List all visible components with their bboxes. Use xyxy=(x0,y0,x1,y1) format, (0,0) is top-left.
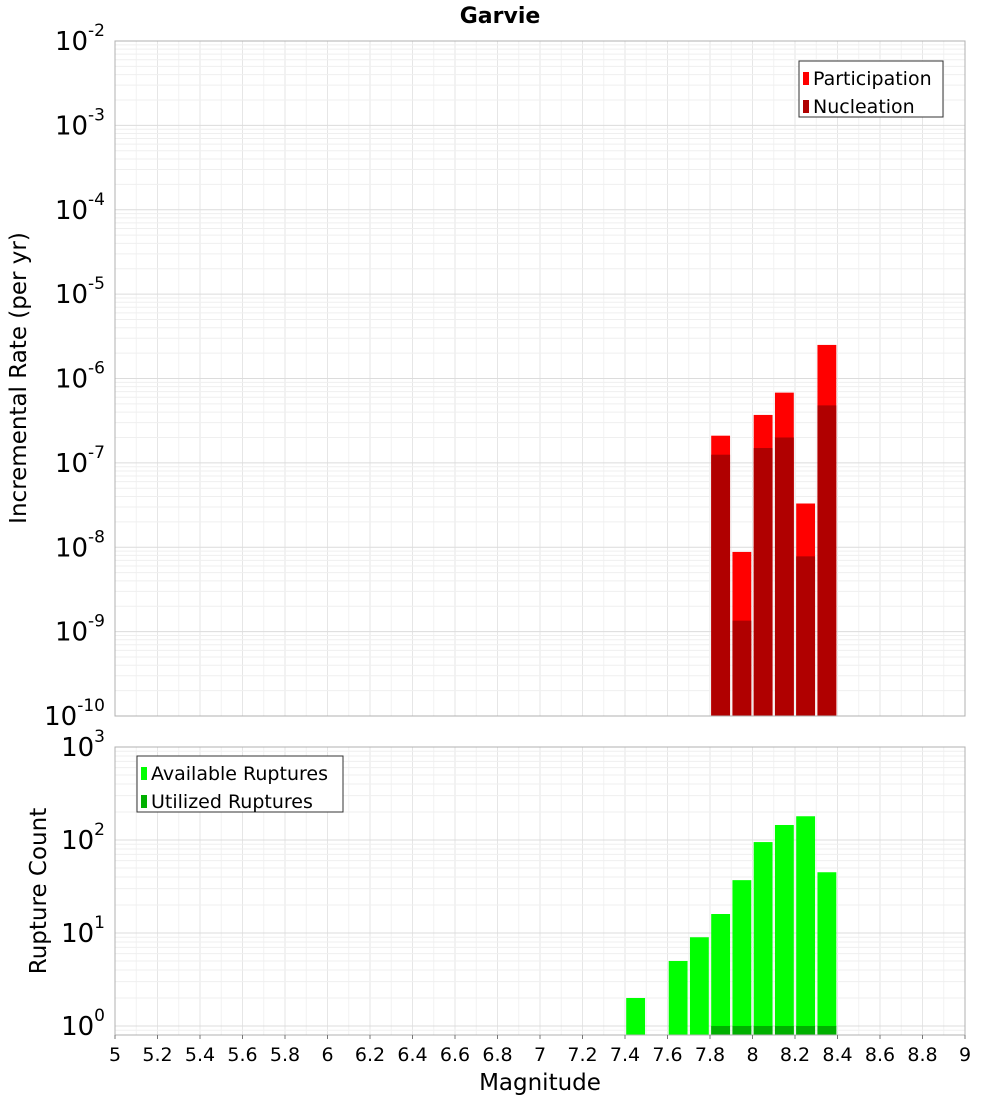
x-tick-label: 8.4 xyxy=(822,1044,852,1066)
x-tick-label: 8 xyxy=(746,1044,758,1066)
x-ticks: 5 5.2 5.4 5.6 5.8 6 6.2 6.4 6.6 6.8 7 7.2 7.4 7.6 7.8 8… xyxy=(109,1035,971,1066)
nucleation-bar xyxy=(711,454,731,716)
rate-y-tick-label: 10-3 xyxy=(55,105,105,141)
utilized-ruptures-bar xyxy=(732,1025,752,1035)
x-axis-label: Magnitude xyxy=(479,1070,601,1096)
x-tick-label: 5 xyxy=(109,1044,121,1066)
rate-y-tick-label: 10-4 xyxy=(55,190,105,226)
x-tick-label: 8.8 xyxy=(907,1044,937,1066)
rate-y-ticks: 10-10 10-9 10-8 10-7 10-6 10-5 10-4 10-3 10-2 xyxy=(44,21,105,732)
x-tick-label: 6.6 xyxy=(440,1044,470,1066)
x-tick-label: 5.2 xyxy=(142,1044,172,1066)
available-ruptures-bar xyxy=(753,842,773,1035)
rate-y-tick-label: 10-7 xyxy=(55,443,105,479)
count-y-tick-label: 102 xyxy=(61,820,105,856)
x-tick-label: 7.8 xyxy=(695,1044,725,1066)
rate-y-axis-label: Incremental Rate (per yr) xyxy=(6,232,32,524)
count-y-tick-label: 100 xyxy=(61,1006,105,1042)
rate-y-tick-label: 10-9 xyxy=(55,612,105,648)
x-tick-label: 6.2 xyxy=(355,1044,385,1066)
x-tick-label: 7.4 xyxy=(610,1044,640,1066)
utilized-ruptures-bar xyxy=(774,1025,794,1035)
rate-bars xyxy=(711,344,837,716)
count-legend-swatch-0 xyxy=(141,767,147,780)
count-panel: 100 101 102 103 5 5.2 5.4 5.6 5.8 6 6.2 6.4 6.6 6.8 7… xyxy=(61,727,971,1066)
rate-legend: Participation Nucleation xyxy=(798,60,944,118)
utilized-ruptures-bar xyxy=(753,1025,773,1035)
rate-legend-swatch-0 xyxy=(803,72,809,85)
count-legend-box xyxy=(136,755,344,813)
count-y-tick-label: 101 xyxy=(61,913,105,949)
x-tick-label: 7 xyxy=(534,1044,546,1066)
available-ruptures-bar xyxy=(689,937,709,1035)
count-legend-swatch-1 xyxy=(141,795,147,808)
rate-plot-frame xyxy=(114,40,966,717)
x-tick-label: 7.2 xyxy=(567,1044,597,1066)
utilized-ruptures-bar xyxy=(711,1025,731,1035)
available-ruptures-bar xyxy=(668,960,688,1035)
nucleation-bar xyxy=(796,556,816,716)
rate-y-tick-label: 10-2 xyxy=(55,21,105,57)
x-tick-label: 7.6 xyxy=(652,1044,682,1066)
chart-title: Garvie xyxy=(460,4,541,29)
count-y-axis-label: Rupture Count xyxy=(26,808,52,974)
x-tick-label: 6 xyxy=(321,1044,333,1066)
utilized-ruptures-bar xyxy=(796,1025,816,1035)
rate-y-tick-label: 10-6 xyxy=(55,359,105,395)
x-tick-label: 5.6 xyxy=(227,1044,257,1066)
rate-panel: 10-10 10-9 10-8 10-7 10-6 10-5 10-4 10-3 10-2 Pa… xyxy=(44,21,966,732)
x-tick-label: 5.8 xyxy=(270,1044,300,1066)
count-legend: Available Ruptures Utilized Ruptures xyxy=(136,755,344,813)
x-tick-label: 8.2 xyxy=(780,1044,810,1066)
count-legend-label-1: Utilized Ruptures xyxy=(151,791,313,813)
rate-legend-box xyxy=(798,60,944,118)
rate-legend-label-1: Nucleation xyxy=(813,96,915,118)
nucleation-bar xyxy=(817,405,837,716)
rate-legend-swatch-1 xyxy=(803,100,809,113)
count-bars xyxy=(626,816,837,1035)
available-ruptures-bar xyxy=(626,997,646,1035)
nucleation-bar xyxy=(753,448,773,716)
available-ruptures-bar xyxy=(796,816,816,1035)
x-tick-label: 6.8 xyxy=(482,1044,512,1066)
x-tick-label: 5.4 xyxy=(185,1044,215,1066)
x-tick-label: 6.4 xyxy=(397,1044,427,1066)
available-ruptures-bar xyxy=(732,880,752,1035)
nucleation-bar xyxy=(774,437,794,716)
available-ruptures-bar xyxy=(711,914,731,1035)
rate-grid xyxy=(114,40,966,717)
count-legend-label-0: Available Ruptures xyxy=(151,763,328,785)
count-y-ticks: 100 101 102 103 xyxy=(61,727,105,1042)
rate-y-tick-label: 10-8 xyxy=(55,527,105,563)
available-ruptures-bar xyxy=(774,824,794,1035)
rate-legend-label-0: Participation xyxy=(813,68,932,90)
available-ruptures-bar xyxy=(817,872,837,1035)
rate-y-tick-label: 10-10 xyxy=(44,696,105,732)
count-y-tick-label: 103 xyxy=(61,727,105,763)
nucleation-bar xyxy=(732,620,752,716)
x-tick-label: 9 xyxy=(959,1044,971,1066)
x-tick-label: 8.6 xyxy=(865,1044,895,1066)
rate-y-tick-label: 10-5 xyxy=(55,274,105,310)
utilized-ruptures-bar xyxy=(817,1025,837,1035)
